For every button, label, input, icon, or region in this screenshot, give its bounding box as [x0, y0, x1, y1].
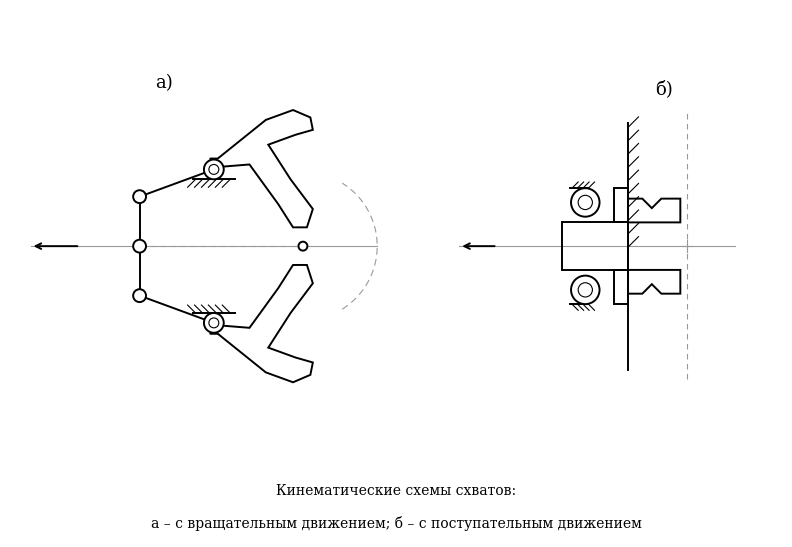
- Circle shape: [133, 240, 146, 253]
- Text: б): б): [655, 80, 672, 98]
- Bar: [614, 270, 628, 304]
- Circle shape: [204, 313, 224, 333]
- Circle shape: [209, 165, 219, 174]
- Circle shape: [578, 195, 592, 210]
- Bar: [614, 188, 628, 223]
- Text: Кинематические схемы схватов:: Кинематические схемы схватов:: [276, 484, 516, 498]
- Bar: [562, 223, 628, 270]
- Circle shape: [571, 276, 600, 304]
- Circle shape: [133, 190, 146, 203]
- Text: а): а): [155, 74, 173, 92]
- Circle shape: [578, 283, 592, 297]
- Circle shape: [299, 242, 307, 251]
- Circle shape: [133, 289, 146, 302]
- Circle shape: [571, 188, 600, 217]
- Circle shape: [209, 318, 219, 328]
- Circle shape: [204, 160, 224, 179]
- Text: а – с вращательным движением; б – с поступательным движением: а – с вращательным движением; б – с пост…: [150, 516, 642, 531]
